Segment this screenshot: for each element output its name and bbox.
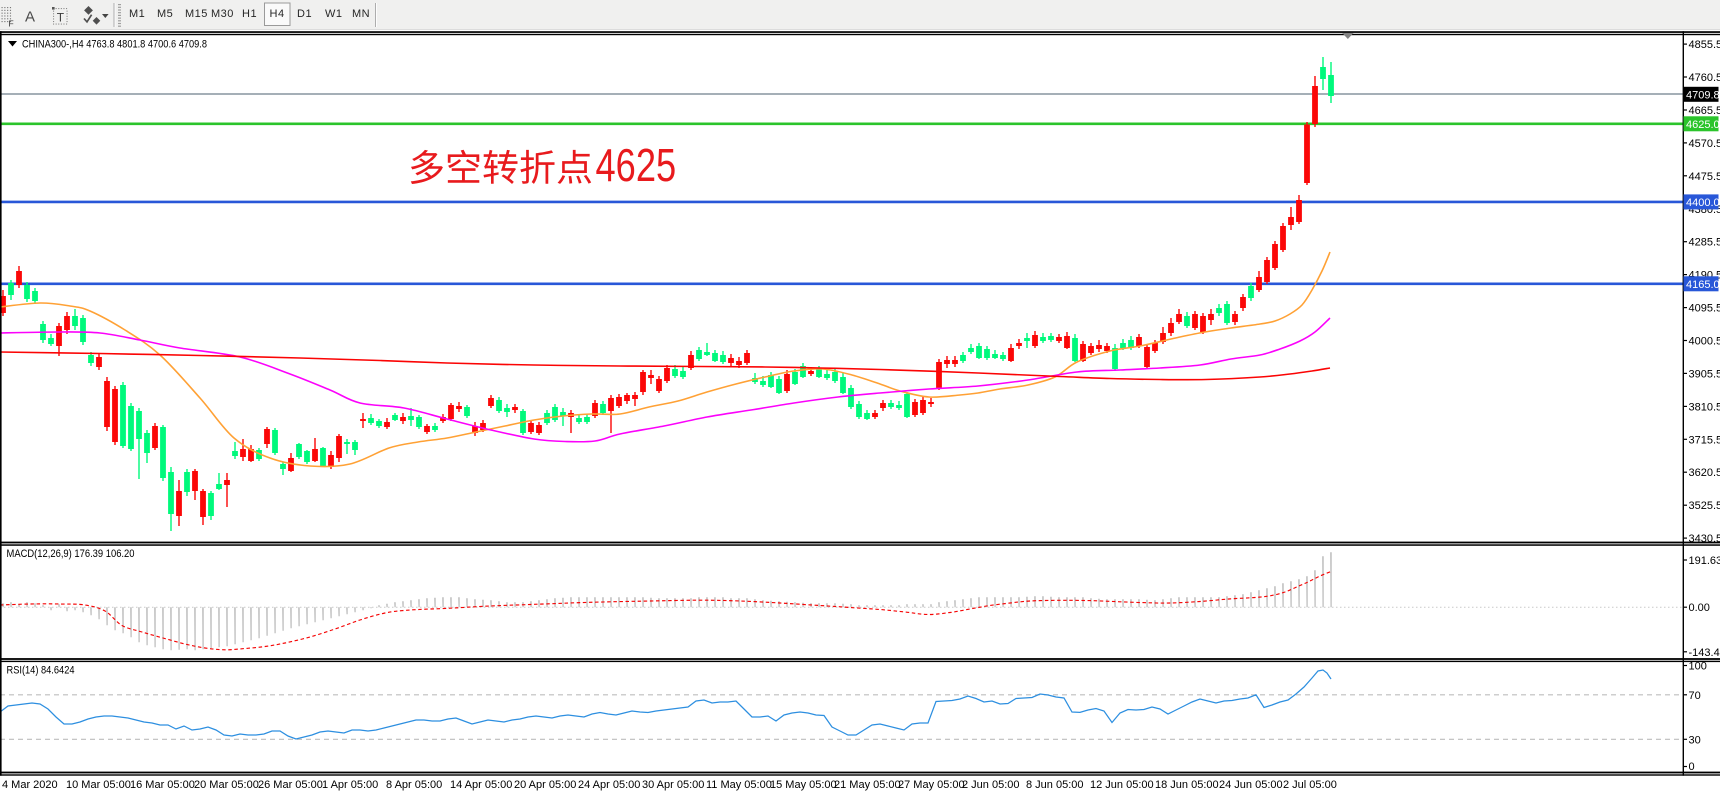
svg-text:3620.5: 3620.5 — [1689, 467, 1720, 479]
svg-text:24 Jun 05:00: 24 Jun 05:00 — [1219, 779, 1283, 791]
svg-text:100: 100 — [1689, 661, 1707, 673]
svg-text:4570.5: 4570.5 — [1689, 138, 1720, 150]
svg-text:4285.5: 4285.5 — [1689, 237, 1720, 249]
svg-text:3715.5: 3715.5 — [1689, 434, 1720, 446]
svg-text:0: 0 — [1689, 761, 1695, 773]
svg-text:12 Jun 05:00: 12 Jun 05:00 — [1090, 779, 1154, 791]
svg-text:191.63: 191.63 — [1689, 555, 1720, 567]
svg-text:F: F — [9, 19, 14, 29]
svg-text:4475.5: 4475.5 — [1689, 171, 1720, 183]
svg-text:4095.5: 4095.5 — [1689, 303, 1720, 315]
svg-text:4709.8: 4709.8 — [1686, 89, 1720, 101]
svg-text:2 Jul 05:00: 2 Jul 05:00 — [1283, 779, 1337, 791]
svg-text:MACD(12,26,9) 176.39 106.20: MACD(12,26,9) 176.39 106.20 — [7, 548, 135, 560]
svg-text:4400.0: 4400.0 — [1686, 197, 1720, 209]
svg-text:24 Apr 05:00: 24 Apr 05:00 — [578, 779, 640, 791]
svg-text:30 Apr 05:00: 30 Apr 05:00 — [642, 779, 704, 791]
svg-text:3810.5: 3810.5 — [1689, 401, 1720, 413]
svg-text:20 Apr 05:00: 20 Apr 05:00 — [514, 779, 576, 791]
svg-text:18 Jun 05:00: 18 Jun 05:00 — [1155, 779, 1219, 791]
svg-text:30: 30 — [1689, 734, 1701, 746]
svg-text:70: 70 — [1689, 690, 1701, 702]
svg-text:3430.5: 3430.5 — [1689, 533, 1720, 545]
svg-text:4760.5: 4760.5 — [1689, 72, 1720, 84]
svg-text:14 Apr 05:00: 14 Apr 05:00 — [450, 779, 512, 791]
svg-text:8 Apr 05:00: 8 Apr 05:00 — [386, 779, 442, 791]
svg-text:CHINA300-,H4 4763.8 4801.8 47: CHINA300-,H4 4763.8 4801.8 4700.6 4709.8 — [22, 39, 207, 51]
svg-text:26 Mar 05:00: 26 Mar 05:00 — [258, 779, 323, 791]
svg-text:1 Apr 05:00: 1 Apr 05:00 — [322, 779, 378, 791]
svg-text:8 Jun 05:00: 8 Jun 05:00 — [1026, 779, 1084, 791]
svg-text:15 May 05:00: 15 May 05:00 — [770, 779, 837, 791]
svg-text:27 May 05:00: 27 May 05:00 — [898, 779, 965, 791]
svg-text:4625: 4625 — [596, 139, 677, 191]
svg-text:4665.5: 4665.5 — [1689, 105, 1720, 117]
svg-text:0.00: 0.00 — [1689, 602, 1710, 614]
svg-text:RSI(14) 84.6424: RSI(14) 84.6424 — [7, 665, 75, 677]
svg-text:3525.5: 3525.5 — [1689, 500, 1720, 512]
svg-text:16 Mar 05:00: 16 Mar 05:00 — [130, 779, 195, 791]
svg-text:4 Mar 2020: 4 Mar 2020 — [2, 779, 58, 791]
svg-text:4000.5: 4000.5 — [1689, 336, 1720, 348]
svg-text:21 May 05:00: 21 May 05:00 — [834, 779, 901, 791]
svg-text:11 May 05:00: 11 May 05:00 — [706, 779, 772, 791]
svg-text:A: A — [25, 9, 35, 26]
svg-text:-143.44: -143.44 — [1689, 647, 1720, 659]
svg-text:4855.5: 4855.5 — [1689, 39, 1720, 51]
svg-text:10 Mar 05:00: 10 Mar 05:00 — [66, 779, 131, 791]
svg-text:20 Mar 05:00: 20 Mar 05:00 — [194, 779, 259, 791]
svg-text:T: T — [57, 11, 65, 25]
svg-text:4165.0: 4165.0 — [1686, 279, 1720, 291]
svg-text:2 Jun 05:00: 2 Jun 05:00 — [962, 779, 1020, 791]
svg-text:3905.5: 3905.5 — [1689, 368, 1720, 380]
svg-text:4625.0: 4625.0 — [1686, 119, 1720, 131]
